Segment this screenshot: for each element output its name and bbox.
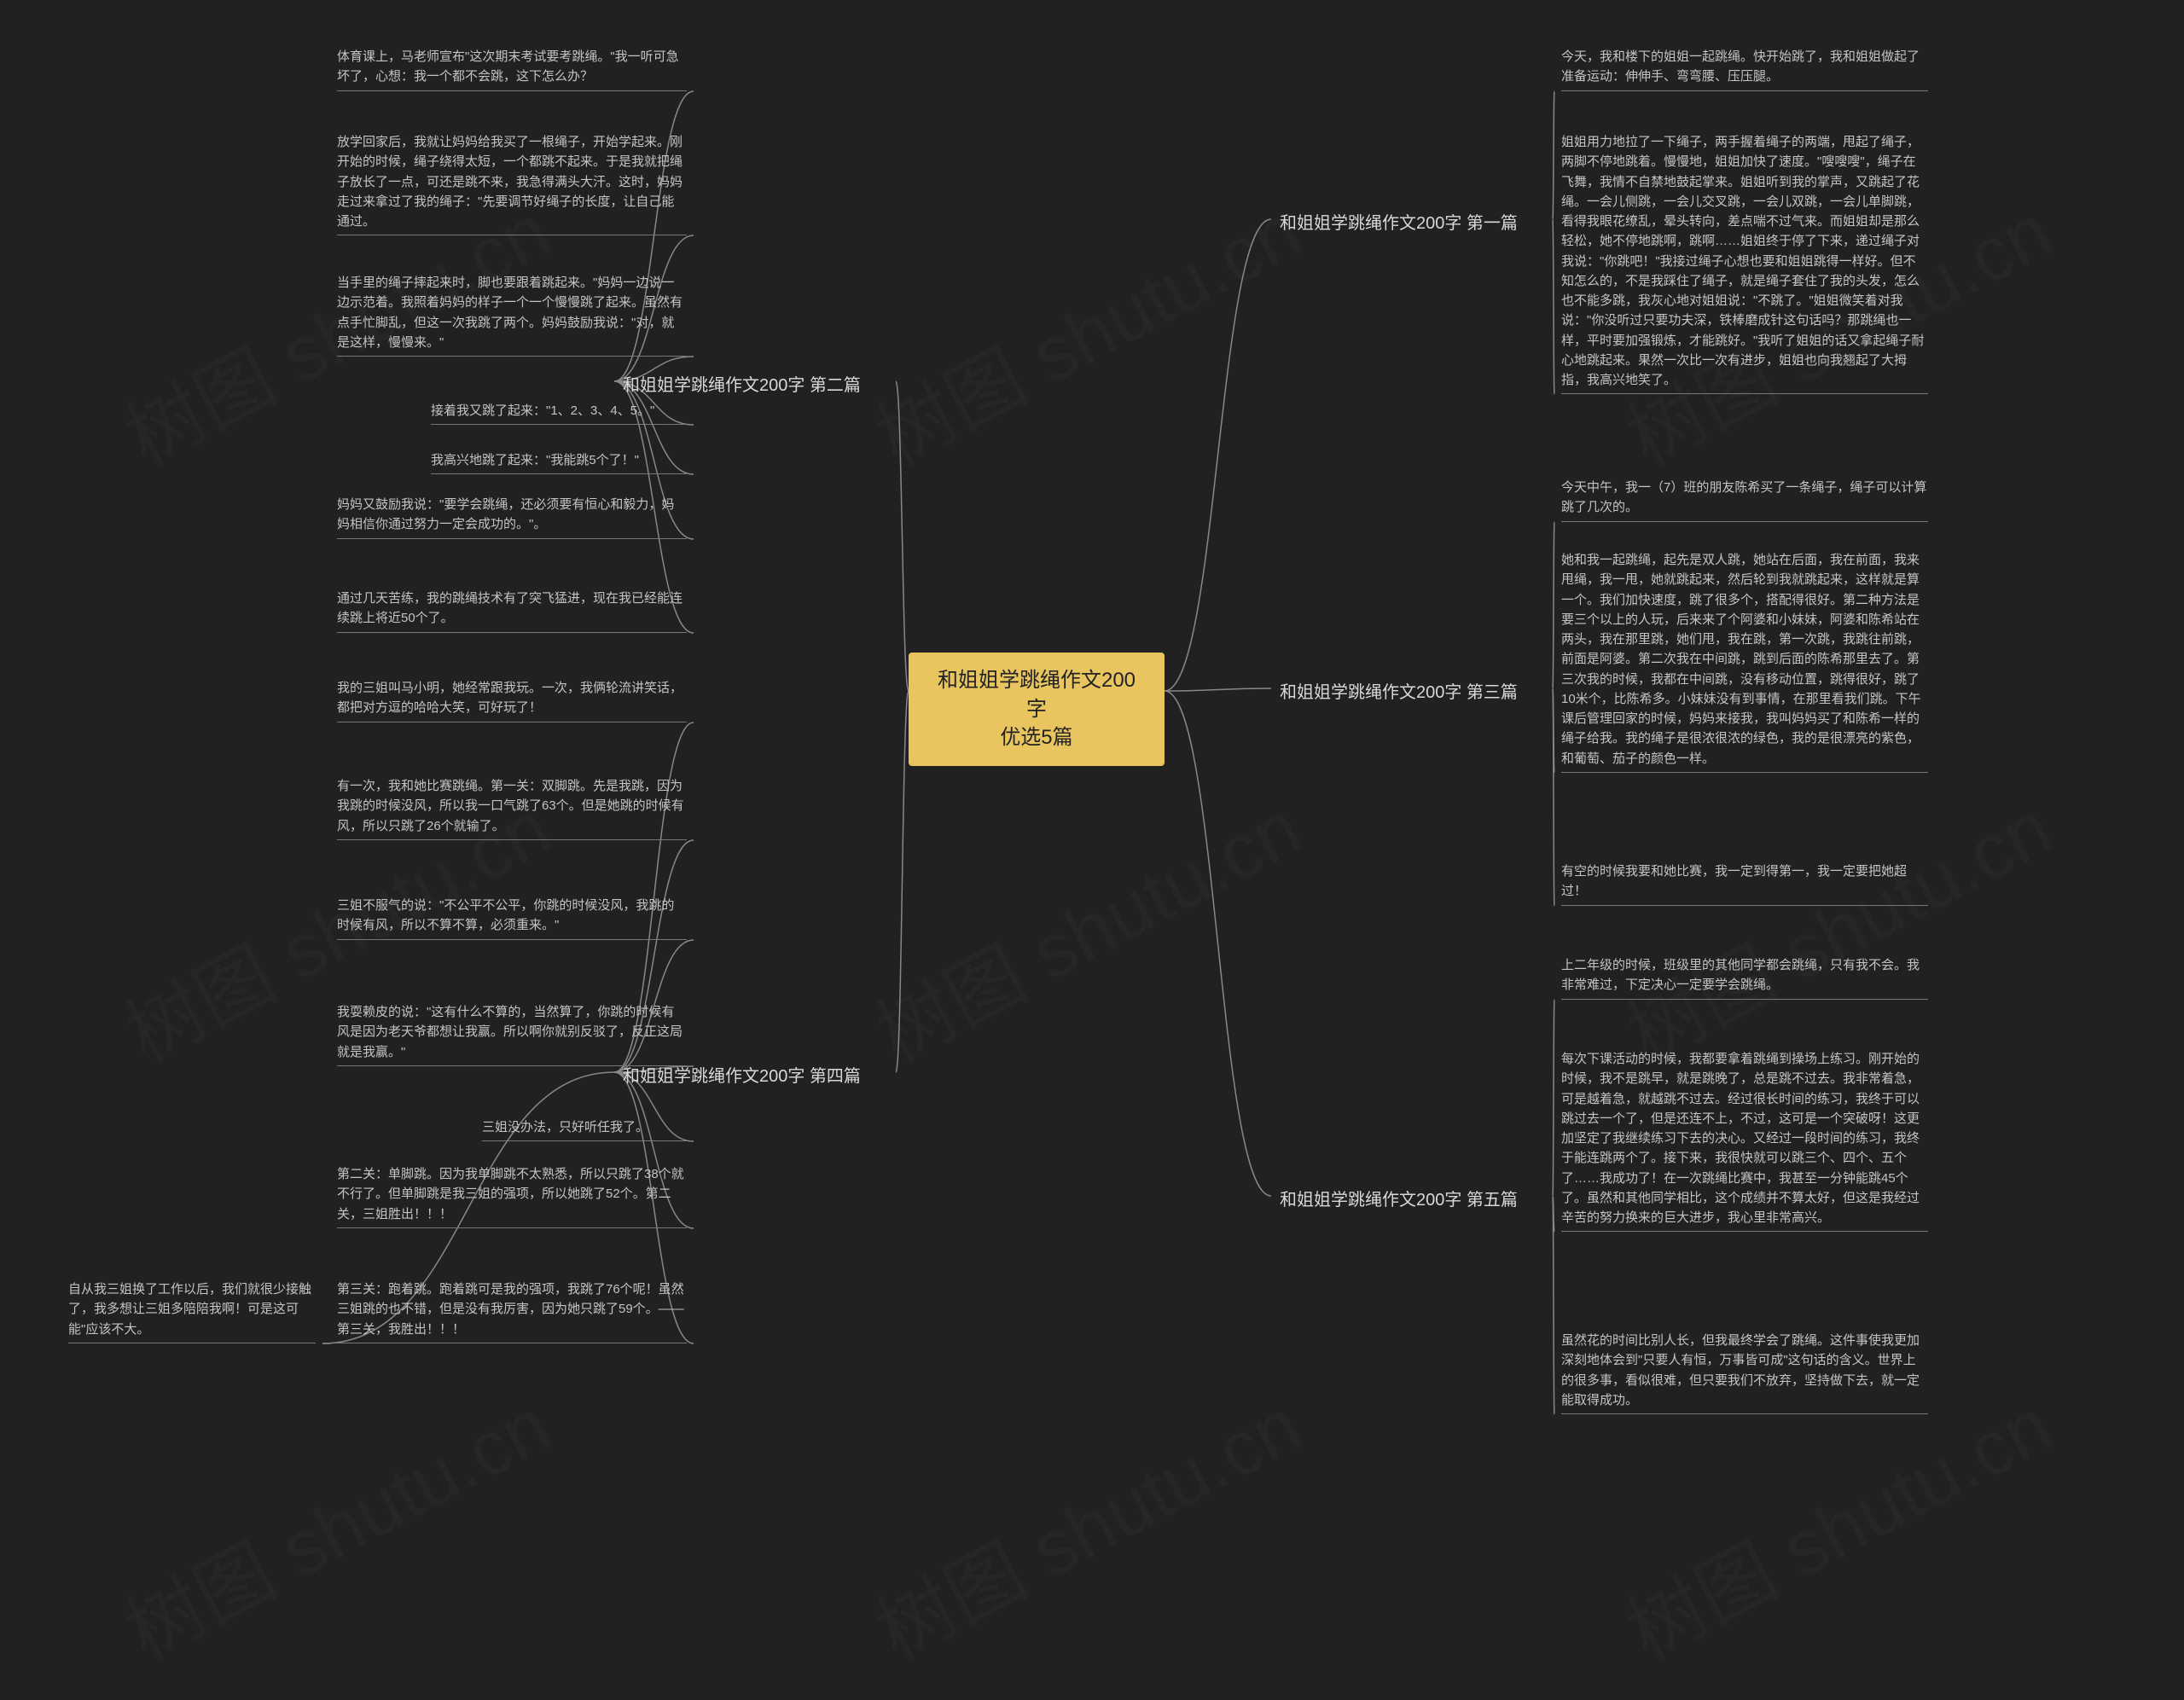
leaf-text: 我的三姐叫马小明，她经常跟我玩。一次，我俩轮流讲笑话，都把对方逗的哈哈大笑，可好…: [337, 678, 687, 722]
leaf-text: 虽然花的时间比别人长，但我最终学会了跳绳。这件事使我更加深刻地体会到"只要人有恒…: [1561, 1331, 1928, 1414]
leaf-text: 有空的时候我要和她比赛，我一定到得第一，我一定要把她超过！: [1561, 862, 1928, 906]
leaf-text: 接着我又跳了起来："1、2、3、4、5。": [431, 401, 687, 425]
leaf-text: 第二关：单脚跳。因为我单脚跳不太熟悉，所以只跳了38个就不行了。但单脚跳是我三姐…: [337, 1164, 687, 1228]
branch-label: 和姐姐学跳绳作文200字 第一篇: [1280, 209, 1518, 234]
root-title-l1: 和姐姐学跳绳作文200字: [938, 669, 1136, 721]
leaf-text: 今天，我和楼下的姐姐一起跳绳。快开始跳了，我和姐姐做起了准备运动：伸伸手、弯弯腰…: [1561, 47, 1928, 91]
watermark: 树图 shutu.cn: [854, 171, 1316, 487]
leaf-text: 有一次，我和她比赛跳绳。第一关：双脚跳。先是我跳，因为我跳的时候没风，所以我一口…: [337, 776, 687, 840]
leaf-text: 三姐不服气的说："不公平不公平，你跳的时候没风，我跳的时候有风，所以不算不算，必…: [337, 896, 687, 940]
watermark: 树图 shutu.cn: [854, 768, 1316, 1084]
watermark: 树图 shutu.cn: [1605, 768, 2067, 1084]
leaf-text: 上二年级的时候，班级里的其他同学都会跳绳，只有我不会。我非常难过，下定决心一定要…: [1561, 955, 1928, 1000]
leaf-text: 自从我三姐换了工作以后，我们就很少接触了，我多想让三姐多陪陪我啊！可是这可能"应…: [68, 1279, 316, 1343]
leaf-text: 通过几天苦练，我的跳绳技术有了突飞猛进，现在我已经能连续跳上将近50个了。: [337, 589, 687, 633]
leaf-text: 放学回家后，我就让妈妈给我买了一根绳子，开始学起来。刚开始的时候，绳子绕得太短，…: [337, 132, 687, 235]
branch-label: 和姐姐学跳绳作文200字 第五篇: [1280, 1186, 1518, 1210]
leaf-text: 体育课上，马老师宣布"这次期末考试要考跳绳。"我一听可急坏了，心想：我一个都不会…: [337, 47, 687, 91]
leaf-text: 今天中午，我一（7）班的朋友陈希买了一条绳子，绳子可以计算跳了几次的。: [1561, 478, 1928, 522]
branch-label: 和姐姐学跳绳作文200字 第二篇: [623, 371, 861, 396]
leaf-text: 三姐没办法，只好听任我了。: [482, 1117, 687, 1141]
root-node: 和姐姐学跳绳作文200字 优选5篇: [909, 653, 1165, 766]
leaf-text: 我耍赖皮的说："这有什么不算的，当然算了，你跳的时候有风是因为老天爷都想让我赢。…: [337, 1002, 687, 1066]
root-title-l2: 优选5篇: [1000, 726, 1072, 749]
leaf-text: 姐姐用力地拉了一下绳子，两手握着绳子的两端，甩起了绳子，两脚不停地跳着。慢慢地，…: [1561, 132, 1928, 394]
leaf-text: 她和我一起跳绳，起先是双人跳，她站在后面，我在前面，我来甩绳，我一甩，她就跳起来…: [1561, 550, 1928, 773]
watermark: 树图 shutu.cn: [854, 1365, 1316, 1681]
leaf-text: 第三关：跑着跳。跑着跳可是我的强项，我跳了76个呢！虽然三姐跳的也不错，但是没有…: [337, 1279, 687, 1343]
branch-label: 和姐姐学跳绳作文200字 第三篇: [1280, 678, 1518, 703]
leaf-text: 每次下课活动的时候，我都要拿着跳绳到操场上练习。刚开始的时候，我不是跳早，就是跳…: [1561, 1049, 1928, 1232]
watermark: 树图 shutu.cn: [103, 1365, 566, 1681]
leaf-text: 我高兴地跳了起来："我能跳5个了！": [431, 450, 687, 474]
leaf-text: 当手里的绳子摔起来时，脚也要跟着跳起来。"妈妈一边说一边示范着。我照着妈妈的样子…: [337, 273, 687, 357]
leaf-text: 妈妈又鼓励我说："要学会跳绳，还必须要有恒心和毅力，妈妈相信你通过努力一定会成功…: [337, 495, 687, 539]
